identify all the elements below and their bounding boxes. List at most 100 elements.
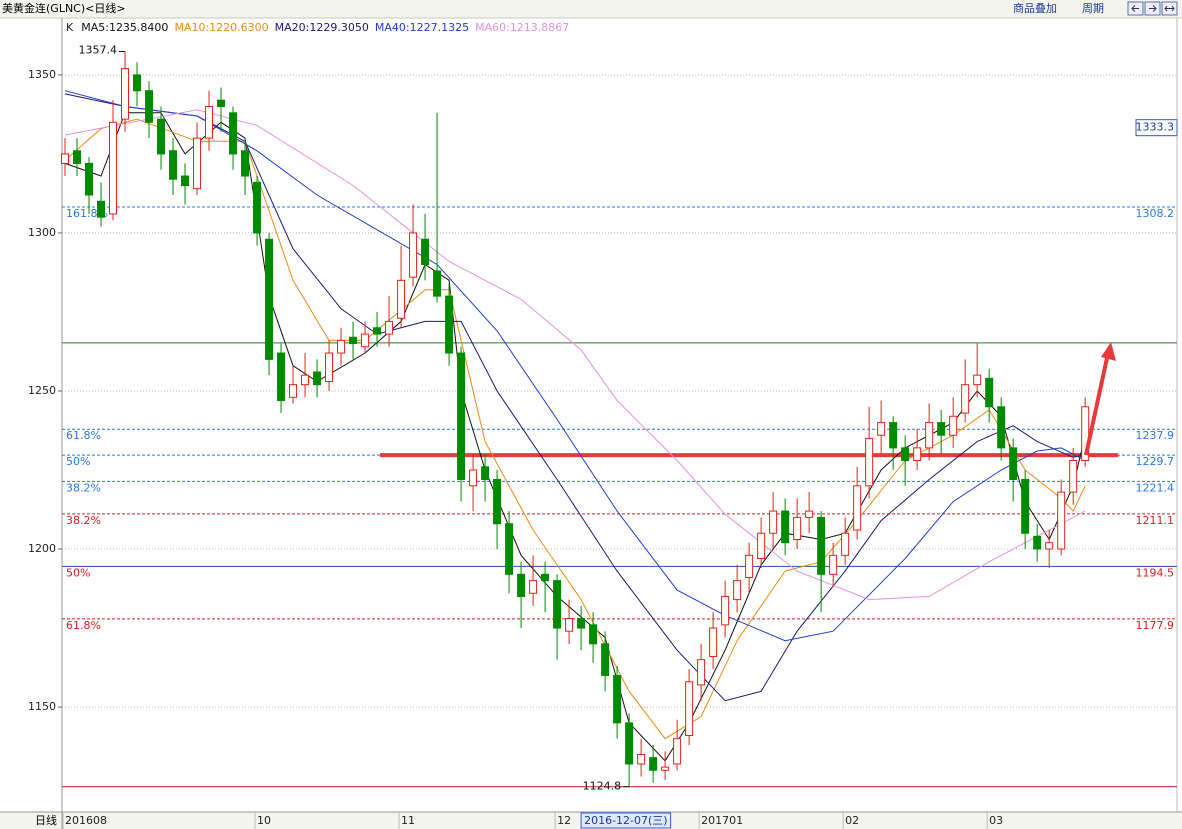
candle-body — [613, 674, 622, 724]
candle-body — [985, 377, 994, 408]
ma-line — [64, 93, 1086, 702]
cursor-date-box — [580, 812, 672, 829]
nav-buttons[interactable] — [1127, 1, 1178, 16]
candle-body — [157, 118, 166, 155]
ref-value: 1211.1 — [1136, 514, 1175, 527]
candle-body — [109, 121, 118, 215]
candle-body — [565, 618, 574, 632]
candle-body — [121, 68, 130, 120]
ref-label: 38.2% — [66, 514, 101, 527]
candle-body — [973, 374, 982, 386]
candle-body — [841, 532, 850, 556]
candle-body — [265, 238, 274, 360]
kline-label: K — [66, 21, 74, 34]
x-tick-label: 10 — [257, 814, 271, 827]
menu-overlay[interactable]: 商品叠加 — [1013, 1, 1057, 15]
candle-body — [1033, 535, 1042, 550]
ref-label: 61.8% — [66, 429, 101, 442]
candle-body — [697, 659, 706, 686]
legend-entry: MA40:1227.1325 — [375, 21, 469, 34]
candle-body — [85, 162, 94, 196]
x-tick-label: 02 — [845, 814, 859, 827]
ref-label: 50% — [66, 455, 90, 468]
candle-body — [169, 150, 178, 180]
icon — [1131, 5, 1139, 12]
ref-value: 1237.9 — [1136, 429, 1175, 442]
plot: 1150 1200 1250 1300 1350 201608 10 11 12 201701 02… — [28, 21, 1178, 829]
arrow-head — [1101, 342, 1116, 361]
candle-body — [205, 106, 214, 139]
menu-period[interactable]: 周期 — [1082, 2, 1104, 15]
candle-body — [505, 523, 514, 575]
candle-body — [517, 573, 526, 597]
candle-body — [589, 624, 598, 645]
candle-body — [193, 137, 202, 190]
candle-body — [469, 469, 478, 487]
candle-body — [241, 150, 250, 177]
header-title: 美黄金连(GLNC)<日线> — [2, 1, 126, 15]
candle-body — [661, 766, 670, 771]
candle-body — [325, 352, 334, 382]
candle-body — [1069, 460, 1078, 493]
header-bar — [0, 0, 1182, 18]
y-tick-label: 1350 — [28, 68, 56, 81]
candle-body — [817, 516, 826, 575]
candle-body — [1057, 491, 1066, 550]
ref-value: 1308.2 — [1136, 207, 1175, 220]
candle-body — [745, 554, 754, 578]
candle-body — [637, 753, 646, 765]
y-tick-label: 1250 — [28, 384, 56, 397]
candle-body — [709, 627, 718, 657]
candle-body — [805, 510, 814, 518]
arrow — [1084, 342, 1116, 456]
candle-body — [181, 175, 190, 187]
candle-body — [433, 270, 442, 297]
candle-body — [277, 352, 286, 401]
y-tick-label: 1150 — [28, 700, 56, 713]
cursor-value-box — [1135, 119, 1178, 137]
candle-body — [361, 333, 370, 348]
high-label: 1357.4 — [79, 44, 118, 57]
candle-body — [337, 339, 346, 354]
candle-body — [133, 74, 142, 92]
x-tick-label: 201701 — [701, 814, 743, 827]
candle-body — [397, 279, 406, 319]
x-tick-label: 11 — [401, 814, 415, 827]
ref-value: 1177.9 — [1136, 619, 1175, 632]
legend-entry: MA5:1235.8400 — [81, 21, 168, 34]
candle-body — [625, 722, 634, 765]
candle-body — [385, 320, 394, 335]
candle-body — [721, 595, 730, 626]
arrow-shaft — [1084, 357, 1109, 456]
candle-body — [1009, 447, 1018, 480]
ma-line — [64, 90, 1086, 642]
candle-body — [229, 112, 238, 155]
candle-body — [541, 573, 550, 582]
x-tick-label: 12 — [557, 814, 571, 827]
candle-body — [1021, 478, 1030, 534]
candle-body — [349, 336, 358, 345]
candle-body — [577, 618, 586, 629]
candle-body — [757, 532, 766, 560]
x-tick-label: 03 — [989, 814, 1003, 827]
candle-body — [925, 422, 934, 449]
candle-body — [493, 478, 502, 525]
candle-body — [649, 757, 658, 771]
candle-body — [313, 371, 322, 386]
candle-body — [877, 422, 886, 436]
candle-body — [601, 643, 610, 676]
cursor-value: 1333.3 — [1136, 121, 1175, 134]
icon — [1149, 5, 1157, 12]
candle-body — [901, 447, 910, 462]
candle-body — [217, 99, 226, 108]
candle-body — [793, 516, 802, 541]
cursor-date: 2016-12-07(三) — [584, 814, 668, 827]
candle-body — [1045, 542, 1054, 550]
candle-body — [769, 510, 778, 534]
candle-body — [949, 415, 958, 436]
candle-body — [889, 422, 898, 449]
candle-body — [961, 384, 970, 414]
period-label: 日线 — [35, 813, 57, 827]
candle-body — [913, 447, 922, 462]
